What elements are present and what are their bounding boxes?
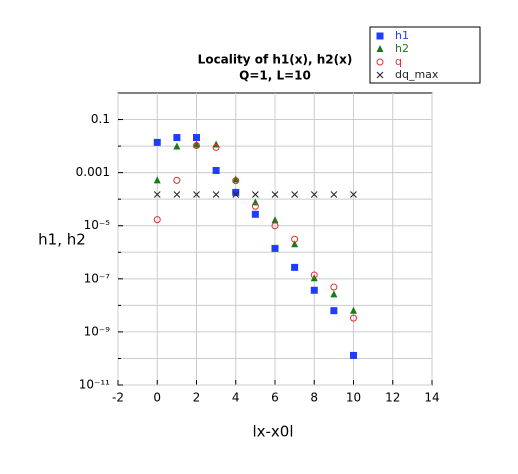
marker — [153, 176, 161, 184]
marker — [173, 176, 181, 184]
legend-label: h1 — [395, 29, 409, 42]
marker — [376, 45, 384, 52]
y-tick-label: 10⁻⁷ — [84, 271, 111, 285]
marker — [271, 191, 279, 198]
x-tick-label: 6 — [271, 391, 279, 405]
marker — [193, 134, 200, 142]
y-tick-label: 10⁻⁵ — [84, 218, 111, 232]
marker — [193, 191, 200, 198]
x-axis-label: lx-x0l — [252, 423, 293, 441]
x-tick-label: 4 — [232, 391, 240, 405]
marker — [251, 210, 259, 218]
marker — [330, 283, 338, 291]
x-tick-label: 8 — [310, 391, 318, 405]
marker — [271, 216, 279, 224]
marker — [350, 351, 357, 359]
chart-subtitle: Q=1, L=10 — [239, 69, 311, 83]
marker — [310, 271, 318, 279]
y-tick-label: 0.001 — [76, 165, 110, 179]
x-tick-label: 2 — [193, 391, 201, 405]
legend-label: q — [395, 55, 402, 68]
chart-title: Locality of h1(x), h2(x) — [198, 53, 353, 67]
marker — [212, 143, 220, 151]
y-tick-label: 10⁻¹¹ — [79, 378, 110, 392]
marker — [193, 142, 200, 150]
marker — [232, 191, 240, 198]
marker — [271, 222, 279, 230]
y-axis-label: h1, h2 — [38, 231, 86, 249]
marker — [376, 32, 384, 40]
x-tick-label: 12 — [385, 391, 400, 405]
marker — [173, 134, 181, 142]
marker — [376, 58, 384, 66]
legend-label: dq_max — [395, 68, 439, 81]
marker — [193, 140, 200, 148]
marker — [232, 188, 240, 196]
marker — [291, 191, 298, 198]
marker — [291, 235, 299, 243]
marker — [212, 191, 220, 198]
marker — [310, 191, 318, 198]
marker — [173, 191, 181, 198]
marker — [330, 191, 338, 198]
marker — [291, 240, 299, 248]
marker — [252, 191, 259, 198]
x-tick-label: 14 — [424, 391, 439, 405]
marker — [376, 71, 384, 79]
marker — [232, 177, 240, 185]
x-tick-label: 10 — [346, 391, 361, 405]
marker — [330, 290, 338, 298]
x-tick-label: 0 — [153, 391, 161, 405]
legend-label: h2 — [395, 42, 409, 55]
marker — [232, 175, 240, 183]
marker — [310, 286, 318, 294]
marker — [330, 307, 338, 315]
y-tick-label: 0.1 — [91, 112, 110, 126]
marker — [350, 191, 357, 198]
marker — [271, 244, 279, 252]
marker — [350, 314, 357, 322]
marker — [350, 306, 357, 314]
marker — [153, 216, 161, 224]
y-tick-label: 10⁻⁹ — [84, 324, 111, 338]
legend-box — [369, 26, 481, 84]
marker — [291, 263, 299, 271]
x-tick-label: -2 — [112, 391, 124, 405]
marker — [251, 202, 259, 210]
marker — [212, 167, 220, 175]
marker — [153, 138, 161, 146]
marker — [173, 142, 181, 150]
marker — [153, 191, 161, 198]
